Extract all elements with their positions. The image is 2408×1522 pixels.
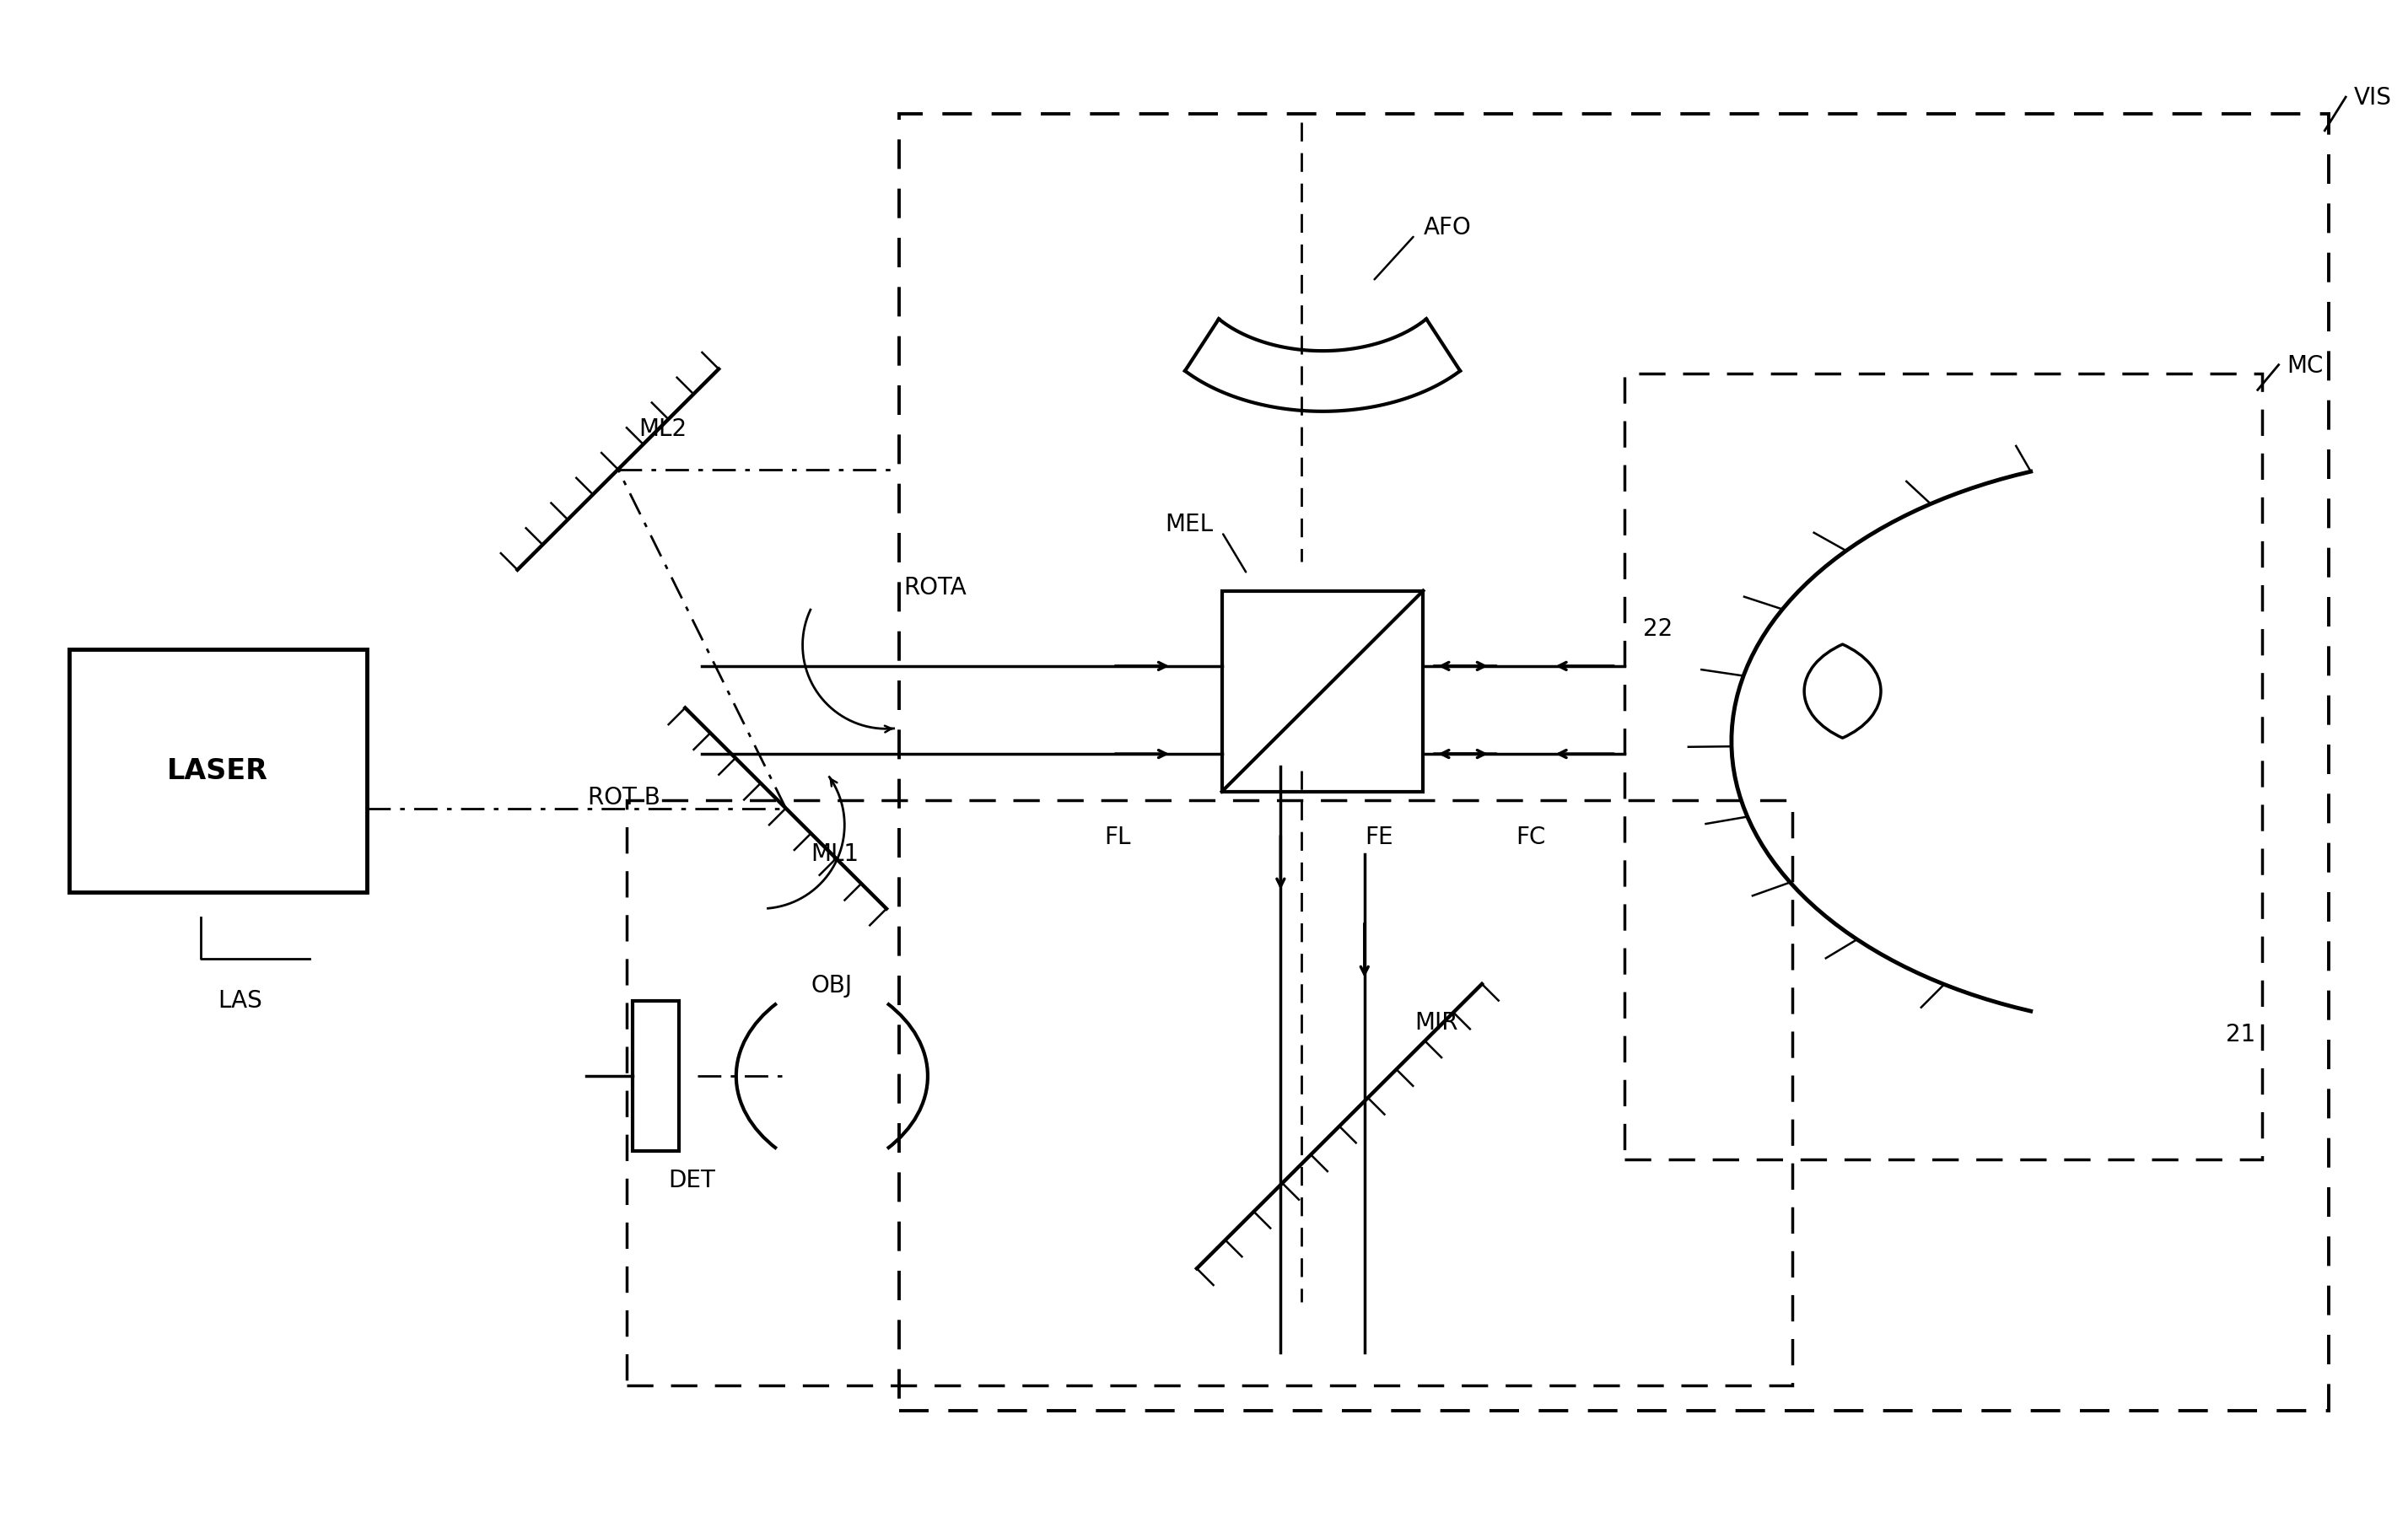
Bar <box>1221 591 1423 791</box>
Text: MIR: MIR <box>1416 1011 1459 1035</box>
Text: FL: FL <box>1105 825 1132 849</box>
Bar <box>633 1001 679 1152</box>
Text: FC: FC <box>1515 825 1546 849</box>
Bar <box>626 801 1792 1385</box>
Text: ROTA: ROTA <box>903 575 966 600</box>
Text: 21: 21 <box>2225 1023 2256 1046</box>
Text: 22: 22 <box>1642 616 1674 641</box>
Text: OBJ: OBJ <box>811 973 852 997</box>
Text: DET: DET <box>669 1169 715 1192</box>
Text: MEL: MEL <box>1165 513 1214 536</box>
Bar <box>1625 374 2261 1160</box>
Text: ROT B: ROT B <box>588 785 660 808</box>
Text: AFO: AFO <box>1423 216 1471 239</box>
Text: VIS: VIS <box>2355 87 2391 110</box>
Text: FE: FE <box>1365 825 1392 849</box>
Text: ML2: ML2 <box>638 417 686 441</box>
Bar <box>70 650 366 892</box>
Text: MC: MC <box>2288 353 2324 377</box>
Bar <box>898 114 2329 1411</box>
Text: LAS: LAS <box>217 988 262 1012</box>
Text: LASER: LASER <box>166 756 267 785</box>
Text: ML1: ML1 <box>811 842 860 866</box>
